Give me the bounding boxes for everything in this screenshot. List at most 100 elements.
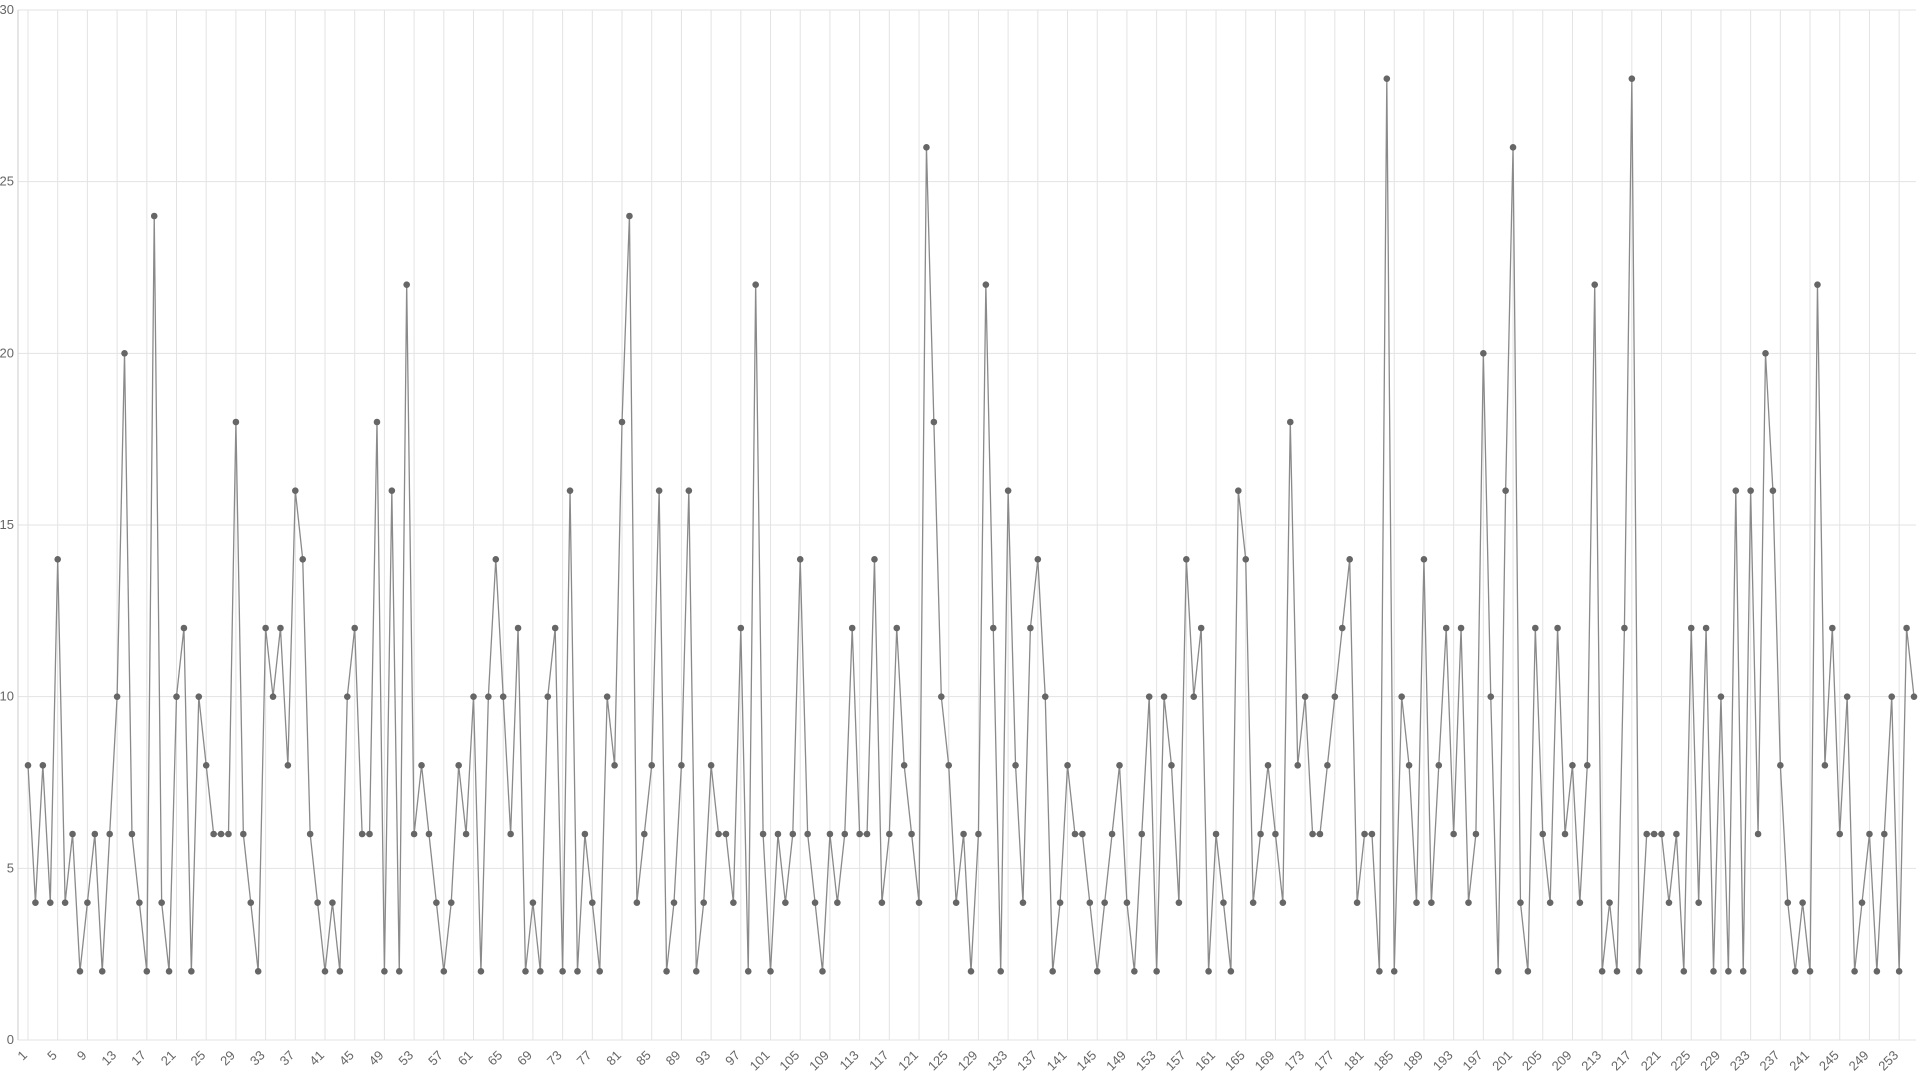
- x-tick-label: 137: [1014, 1048, 1040, 1074]
- data-point: [707, 762, 715, 769]
- data-point: [507, 830, 514, 838]
- data-point: [1056, 899, 1064, 906]
- data-point: [1331, 693, 1339, 700]
- data-point: [485, 693, 492, 700]
- x-tick-label: 49: [366, 1048, 387, 1069]
- data-point: [559, 968, 566, 975]
- data-point: [1131, 968, 1138, 975]
- data-point: [670, 899, 678, 906]
- data-point: [1175, 899, 1183, 906]
- data-point: [1101, 899, 1108, 906]
- data-point: [930, 418, 938, 426]
- data-point: [1279, 899, 1287, 906]
- data-point: [462, 830, 470, 838]
- data-point: [210, 830, 217, 838]
- data-point: [54, 556, 62, 563]
- data-point: [1903, 624, 1910, 632]
- data-point: [834, 899, 841, 906]
- data-point: [84, 899, 91, 906]
- data-point: [1294, 762, 1302, 769]
- data-point: [1353, 899, 1361, 906]
- data-point: [1249, 899, 1257, 906]
- data-point: [1272, 830, 1279, 838]
- data-point: [1019, 899, 1027, 906]
- x-tick-label: 133: [984, 1048, 1010, 1074]
- data-point: [425, 830, 433, 838]
- data-point: [744, 968, 752, 975]
- data-point: [1264, 762, 1272, 769]
- data-point: [1346, 556, 1353, 563]
- data-point: [336, 968, 344, 975]
- data-point: [202, 762, 210, 769]
- data-point: [618, 418, 626, 426]
- data-point: [1702, 624, 1710, 632]
- data-point: [358, 830, 366, 838]
- data-point: [1754, 830, 1762, 838]
- data-point: [1093, 968, 1101, 975]
- x-tick-label: 165: [1222, 1048, 1248, 1074]
- data-point: [611, 762, 618, 769]
- data-point: [759, 830, 767, 838]
- data-point: [655, 487, 663, 494]
- data-point: [752, 281, 759, 288]
- x-tick-label: 77: [574, 1048, 595, 1069]
- x-tick-label: 89: [663, 1048, 684, 1069]
- data-point: [492, 556, 500, 563]
- x-tick-label: 85: [633, 1048, 654, 1069]
- data-point: [1858, 899, 1866, 906]
- data-point: [499, 693, 507, 700]
- data-point: [1227, 968, 1235, 975]
- x-tick-label: 9: [74, 1048, 90, 1064]
- data-point: [1777, 762, 1784, 769]
- data-point: [1457, 624, 1465, 632]
- x-tick-label: 225: [1667, 1048, 1693, 1074]
- data-point: [1472, 830, 1480, 838]
- data-point: [975, 830, 982, 838]
- data-point: [351, 624, 359, 632]
- data-point: [1880, 830, 1888, 838]
- x-tick-label: 101: [747, 1048, 773, 1074]
- data-point: [1784, 899, 1792, 906]
- data-point: [269, 693, 277, 700]
- x-tick-label: 189: [1400, 1048, 1426, 1074]
- data-point: [329, 899, 336, 906]
- data-point: [1153, 968, 1160, 975]
- data-point: [893, 624, 901, 632]
- data-point: [1561, 830, 1569, 838]
- data-point: [1487, 693, 1495, 700]
- data-point: [1257, 830, 1264, 838]
- data-point: [195, 693, 203, 700]
- data-point: [1079, 830, 1086, 838]
- data-point: [395, 968, 403, 975]
- data-point: [774, 830, 782, 838]
- data-point: [1546, 899, 1554, 906]
- data-point: [418, 762, 425, 769]
- data-point: [1613, 968, 1621, 975]
- data-point: [1027, 624, 1034, 632]
- data-point: [678, 762, 685, 769]
- data-point: [232, 418, 240, 426]
- x-tick-label: 161: [1192, 1048, 1218, 1074]
- data-point: [811, 899, 819, 906]
- data-point: [1583, 762, 1591, 769]
- x-tick-label: 69: [514, 1048, 535, 1069]
- data-point: [1658, 830, 1665, 838]
- x-tick-label: 153: [1133, 1048, 1159, 1074]
- data-point: [908, 830, 915, 838]
- x-tick-label: 41: [306, 1048, 327, 1069]
- data-point: [1791, 968, 1799, 975]
- data-point: [692, 968, 700, 975]
- x-tick-label: 145: [1073, 1048, 1099, 1074]
- x-tick-label: 205: [1519, 1048, 1545, 1074]
- y-tick-label: 20: [0, 345, 14, 360]
- x-tick-label: 213: [1578, 1048, 1604, 1074]
- x-tick-label: 129: [955, 1048, 981, 1074]
- data-point: [574, 968, 581, 975]
- x-tick-label: 33: [247, 1048, 268, 1069]
- data-point: [1814, 281, 1821, 288]
- data-point: [158, 899, 165, 906]
- x-tick-label: 169: [1252, 1048, 1278, 1074]
- data-point: [1368, 830, 1376, 838]
- data-point: [1390, 968, 1398, 975]
